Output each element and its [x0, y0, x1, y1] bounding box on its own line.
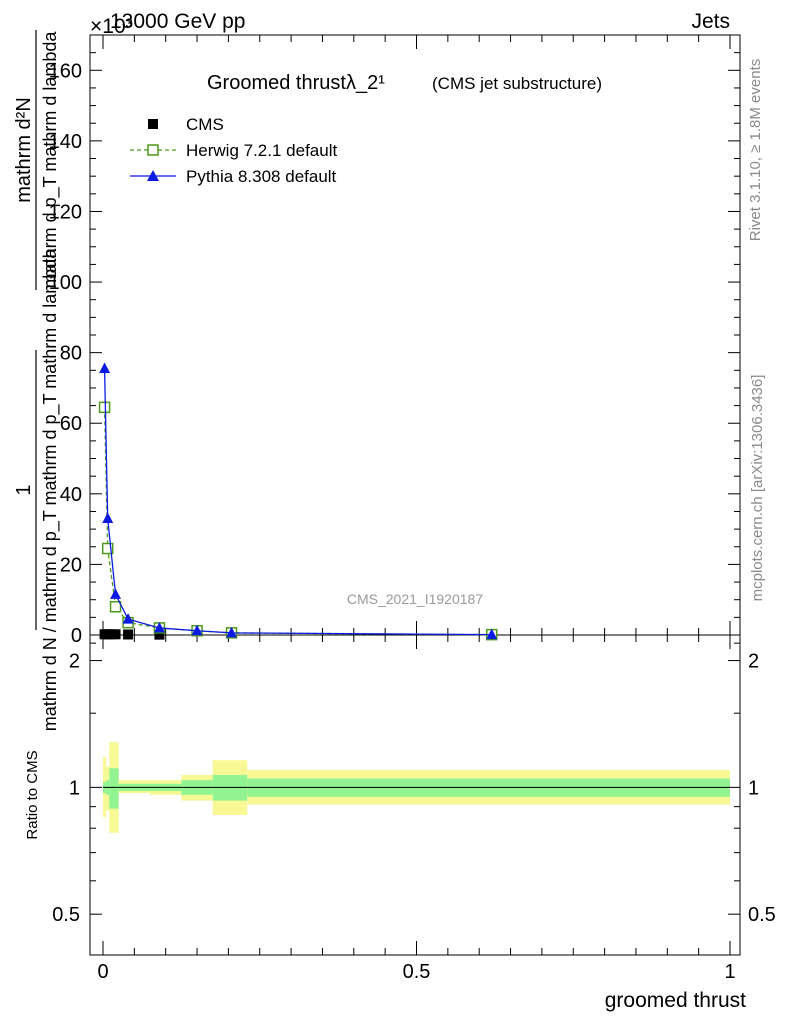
cms-data-point [123, 629, 134, 640]
pythia-data-point [153, 621, 165, 633]
y-label-denominator: mathrm d N / mathrm d p_T mathrm d p_T m… [40, 248, 61, 731]
main-y-tick-label: 40 [60, 484, 82, 506]
main-y-tick-label: 60 [60, 413, 82, 435]
energy-label: 13000 GeV pp [110, 10, 245, 33]
series-line-2 [103, 368, 492, 636]
mcplots-label: mcplots.cern.ch [arXiv:1306.3436] [749, 375, 766, 602]
herwig-data-point [98, 401, 111, 414]
x-tick-label: 0.5 [403, 961, 431, 983]
chart-subtitle: (CMS jet substructure) [432, 74, 602, 93]
rivet-label: Rivet 3.1.10, ≥ 1.8M events [747, 59, 764, 242]
main-y-tick-label: 120 [49, 201, 82, 223]
main-y-axis-label: 1 mathrm d N / mathrm d p_T mathrm d p_T… [13, 30, 61, 731]
legend-label-herwig: Herwig 7.2.1 default [186, 141, 337, 160]
ratio-stat-band-2 [109, 768, 119, 809]
main-y-tick-label: 20 [60, 554, 82, 576]
ratio-y-tick-label-right: 1 [748, 777, 759, 799]
pythia-data-point [226, 626, 238, 638]
pythia-data-point [99, 362, 111, 374]
main-y-ticks: 0 20 40 60 80 100 120 140 160 [49, 34, 740, 647]
herwig-data-point [109, 601, 122, 613]
y-label-numerator: 1 [13, 484, 35, 495]
main-y-tick-label: 160 [49, 60, 82, 82]
legend-label-cms: CMS [186, 115, 224, 134]
analysis-watermark: CMS_2021_I1920187 [347, 591, 483, 607]
chart-title: Groomed thrustλ_2¹ [207, 72, 385, 94]
main-y-tick-label: 100 [49, 272, 82, 294]
x-tick-label: 1 [724, 961, 735, 983]
pythia-data-point [122, 613, 134, 624]
pythia-data-point [486, 628, 498, 640]
main-y-tick-label: 0 [71, 625, 82, 647]
ratio-y-tick-label-left: 1 [69, 777, 80, 799]
main-y-tick-label: 80 [60, 343, 82, 365]
ratio-y-ticks: 0.5 0.5 1 1 2 2 [52, 642, 776, 926]
ratio-y-tick-label-right: 0.5 [748, 904, 776, 926]
x-ticks: 0 0.5 1 [97, 35, 736, 983]
cms-data-point [110, 629, 121, 640]
series-layer [98, 362, 498, 641]
cms-data-point [154, 629, 165, 640]
x-axis-label: groomed thrust [605, 989, 746, 1012]
ratio-y-axis-label: Ratio to CMS [24, 750, 41, 839]
main-y-tick-label: 140 [49, 131, 82, 153]
ratio-plot-frame [89, 634, 741, 956]
y-label-right-numerator: mathrm d²N [13, 97, 35, 203]
ratio-y-tick-label-left: 0.5 [52, 904, 80, 926]
y-exponent: ×10³ [90, 15, 133, 38]
legend-marker-cms [148, 119, 158, 129]
legend-label-pythia: Pythia 8.308 default [186, 167, 337, 186]
pythia-data-point [102, 512, 114, 524]
pythia-data-point [110, 588, 122, 599]
ratio-y-tick-label-left: 2 [69, 651, 80, 673]
legend-marker-pythia [147, 170, 159, 181]
x-tick-label: 0 [97, 961, 108, 983]
herwig-data-point [101, 542, 114, 555]
legend: CMS Herwig 7.2.1 default Pythia 8.308 de… [130, 115, 337, 186]
legend-marker-herwig [147, 144, 159, 156]
process-label: Jets [691, 10, 730, 33]
pythia-data-point [191, 624, 203, 636]
y-label-right-denominator: mathrm d p_T mathrm d lambda [40, 31, 61, 289]
ratio-y-tick-label-right: 2 [748, 651, 759, 673]
